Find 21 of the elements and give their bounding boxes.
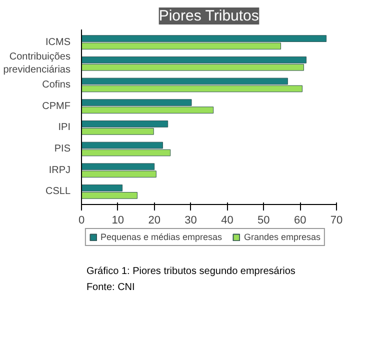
source-note: Fonte: CNI xyxy=(86,282,135,293)
y-tick-label: CPMF xyxy=(42,100,71,112)
y-tick-label: ICMS xyxy=(46,36,71,48)
legend-label: Grandes empresas xyxy=(244,232,321,242)
y-tick-label: CSLL xyxy=(45,186,71,198)
x-tick-label: 10 xyxy=(112,214,124,226)
x-tick-label: 50 xyxy=(258,214,270,226)
x-tick-label: 40 xyxy=(221,214,234,226)
y-tick-label: PIS xyxy=(54,144,71,155)
x-tick-label: 0 xyxy=(78,214,85,226)
y-tick-label: Cofins xyxy=(42,79,71,90)
chart-title: Piores Tributos xyxy=(158,8,259,24)
x-tick-label: 20 xyxy=(148,214,160,226)
x-tick-label: 70 xyxy=(330,214,343,226)
text: Gráfico 1: Piores tributos segundo empresários xyxy=(86,266,296,278)
y-tick-label: Contribuições previdenciárias xyxy=(3,52,71,76)
x-tick-label: 60 xyxy=(294,214,306,226)
x-tick-label: 30 xyxy=(184,214,197,226)
y-tick-label: IRPJ xyxy=(48,164,70,176)
legend-label: Pequenas e médias empresas xyxy=(100,232,222,242)
y-tick-label: IPI xyxy=(58,122,71,134)
